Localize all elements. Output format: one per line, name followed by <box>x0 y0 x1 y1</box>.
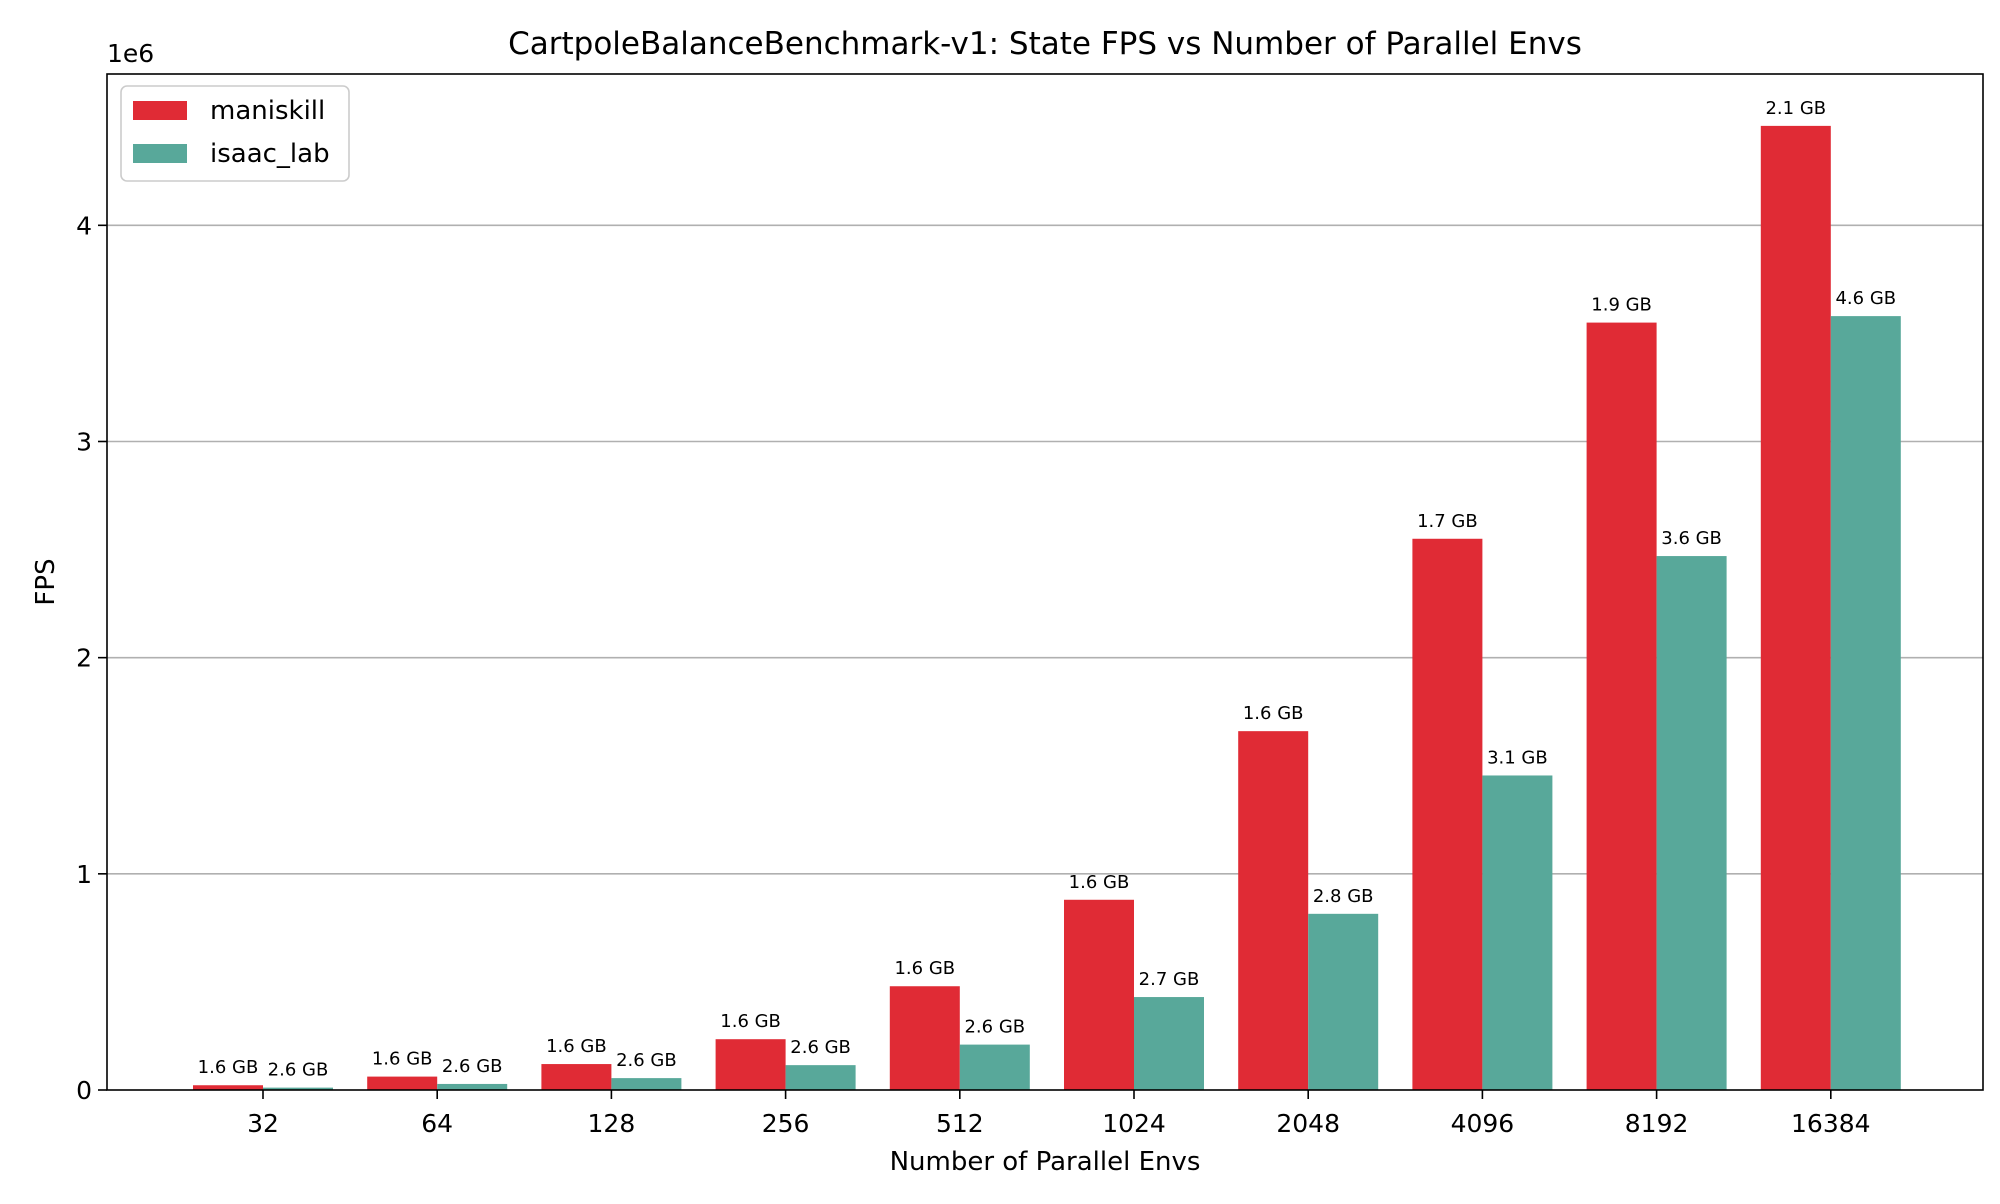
bar-value-label: 1.6 GB <box>720 1011 781 1032</box>
bar-value-label: 1.6 GB <box>1069 872 1130 893</box>
y-ticks-layer: 0 1 2 3 4 <box>76 211 107 1105</box>
bar-isaac-lab <box>1482 775 1553 1090</box>
bar-isaac-lab <box>437 1083 508 1090</box>
bar-isaac-lab <box>785 1065 856 1090</box>
bar-value-label: 2.6 GB <box>442 1056 503 1077</box>
bar-labels-layer: 1.6 GB 2.6 GB 1.6 GB 2.6 GB 1.6 GB 2.6 GB 1.6 … <box>198 98 1896 1081</box>
bar-maniskill <box>1760 125 1831 1090</box>
plot-frame <box>106 73 1984 1091</box>
bar-value-label: 4.6 GB <box>1835 288 1896 309</box>
x-tick-label: 4096 <box>1451 1109 1515 1138</box>
legend-label-maniskill: maniskill <box>210 96 325 126</box>
bar-value-label: 1.9 GB <box>1591 295 1652 316</box>
bar-isaac-lab <box>1656 556 1727 1090</box>
legend-label-isaac-lab: isaac_lab <box>210 139 330 169</box>
bar-value-label: 2.6 GB <box>790 1037 851 1058</box>
chart-title: CartpoleBalanceBenchmark-v1: State FPS v… <box>508 26 1582 62</box>
bar-value-label: 1.6 GB <box>894 958 955 979</box>
x-tick-label: 32 <box>247 1109 279 1138</box>
x-tick-label: 128 <box>588 1109 636 1138</box>
y-tick-label: 2 <box>76 644 92 673</box>
bar-maniskill <box>1586 322 1657 1091</box>
bar-maniskill <box>1238 731 1309 1090</box>
bar-maniskill <box>193 1085 263 1090</box>
y-axis-label: FPS <box>31 558 61 605</box>
bar-isaac-lab <box>1308 913 1379 1090</box>
x-tick-label: 16384 <box>1791 1109 1871 1138</box>
bar-maniskill <box>367 1076 438 1090</box>
bar-maniskill <box>1412 538 1483 1090</box>
bars-layer <box>193 125 1901 1091</box>
bar-maniskill <box>541 1064 612 1090</box>
y-tick-label: 3 <box>76 427 92 456</box>
bar-value-label: 1.6 GB <box>546 1036 607 1057</box>
bar-isaac-lab <box>611 1078 682 1090</box>
bar-value-label: 2.6 GB <box>268 1060 329 1081</box>
bar-value-label: 1.6 GB <box>198 1057 259 1078</box>
y-tick-label: 1 <box>76 860 92 889</box>
y-tick-label: 4 <box>76 211 92 240</box>
bar-isaac-lab <box>1134 997 1204 1090</box>
bar-isaac-lab <box>263 1087 333 1090</box>
bar-value-label: 2.7 GB <box>1139 969 1200 990</box>
bar-value-label: 1.6 GB <box>1243 703 1304 724</box>
x-tick-label: 2048 <box>1276 1109 1340 1138</box>
bar-value-label: 1.6 GB <box>372 1049 433 1070</box>
x-tick-label: 8192 <box>1625 1109 1689 1138</box>
bar-maniskill <box>715 1039 786 1090</box>
x-tick-label: 512 <box>936 1109 984 1138</box>
bar-value-label: 2.6 GB <box>964 1017 1025 1038</box>
y-tick-label: 0 <box>76 1076 92 1105</box>
bar-isaac-lab <box>1830 316 1901 1091</box>
bar-value-label: 2.1 GB <box>1765 98 1826 119</box>
x-axis-label: Number of Parallel Envs <box>890 1147 1201 1177</box>
legend-swatch-maniskill <box>133 101 187 120</box>
x-tick-label: 256 <box>762 1109 810 1138</box>
bar-isaac-lab <box>959 1044 1030 1090</box>
x-ticks-layer: 32 64 128 256 512 1024 2048 4096 8192 16384 <box>247 1090 1871 1138</box>
legend-swatch-isaac-lab <box>133 144 187 163</box>
bar-value-label: 2.6 GB <box>616 1050 677 1071</box>
bar-value-label: 1.7 GB <box>1417 511 1478 532</box>
legend: maniskill isaac_lab <box>120 85 350 182</box>
x-tick-label: 1024 <box>1102 1109 1166 1138</box>
bar-maniskill <box>1064 899 1134 1090</box>
x-tick-label: 64 <box>421 1109 453 1138</box>
bar-value-label: 3.1 GB <box>1487 747 1548 768</box>
bar-value-label: 3.6 GB <box>1661 528 1722 549</box>
bar-maniskill <box>889 986 960 1090</box>
bar-value-label: 2.8 GB <box>1313 886 1374 907</box>
y-scale-label: 1e6 <box>107 39 154 68</box>
